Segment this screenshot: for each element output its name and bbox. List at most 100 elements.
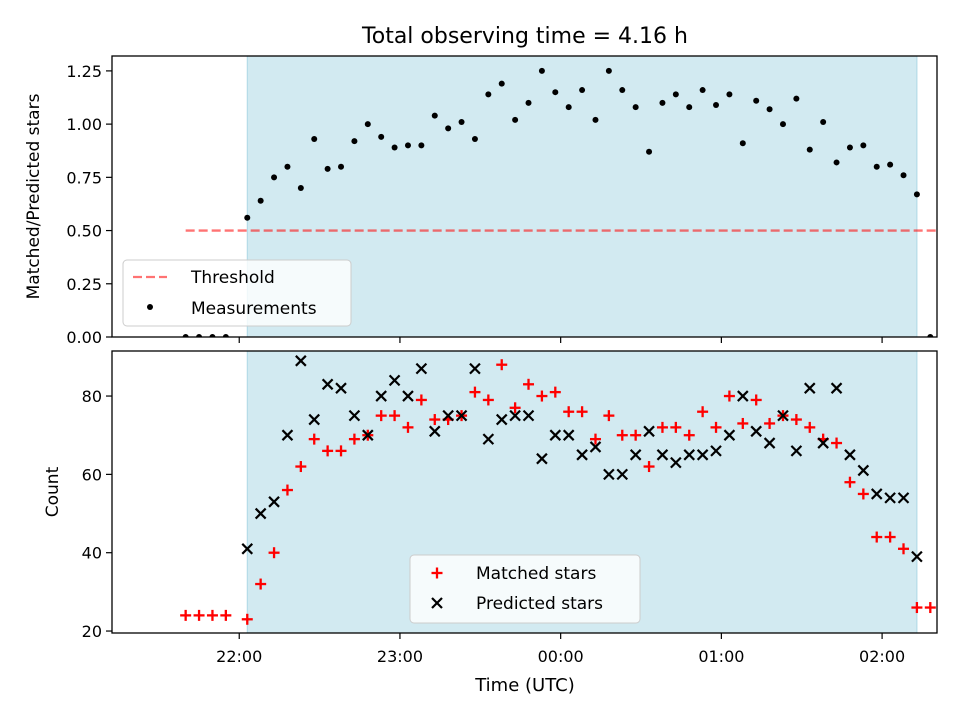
measurement-point: [592, 116, 599, 123]
measurement-point: [753, 97, 760, 104]
predicted-star-point-b: [710, 445, 722, 457]
measurement-point: [793, 95, 800, 102]
predicted-star-point: [817, 437, 829, 449]
x-tick-label: 22:00: [216, 647, 262, 666]
ratio-legend: Threshold Measurements: [122, 259, 352, 327]
matched-star-point: [616, 429, 628, 441]
measurement-point: [404, 142, 411, 149]
predicted-star-point: [589, 441, 602, 453]
predicted-star-point: [495, 413, 508, 426]
predicted-star-point-b: [295, 355, 307, 367]
legend-threshold-label: Threshold: [190, 268, 275, 288]
matched-star-point: [831, 437, 843, 449]
predicted-star-point: [750, 425, 762, 438]
matched-star-point: [710, 421, 722, 433]
predicted-star-point: [321, 378, 334, 391]
matched-star-point: [536, 390, 548, 402]
predicted-star-point-b: [870, 488, 883, 500]
matched-star-point: [193, 609, 205, 621]
predicted-star-point: [576, 449, 588, 461]
matched-star-point: [857, 488, 869, 500]
predicted-star-point-b: [241, 543, 254, 555]
predicted-star-point: [723, 429, 736, 441]
predicted-star-point-b: [415, 362, 428, 375]
measurement-point: [257, 197, 264, 204]
measurement-point: [364, 121, 371, 128]
predicted-star-point: [897, 492, 910, 504]
matched-star-point: [206, 609, 218, 621]
matched-star-point: [898, 543, 910, 555]
predicted-star-point-b: [589, 441, 602, 453]
measurement-point: [699, 87, 706, 94]
matched-star-point: [220, 609, 232, 621]
predicted-star-point: [549, 429, 562, 441]
measurement-point: [471, 136, 478, 143]
predicted-star-point: [857, 464, 870, 477]
predicted-star-point-b: [536, 452, 548, 465]
predicted-star-point: [790, 445, 803, 457]
predicted-star-point-b: [830, 382, 843, 394]
predicted-star-point-b: [562, 429, 575, 441]
count-panel: 20 40 60 80 22:00 23:00 00:00 01:00 02:00 Count Ma…: [43, 350, 938, 666]
ratio-data: [182, 67, 937, 337]
matched-star-point: [281, 484, 293, 496]
ratio-y-axis-label: Matched/Predicted stars: [24, 93, 44, 299]
measurement-point: [846, 144, 853, 151]
predicted-star-point: [335, 382, 347, 394]
predicted-star-point: [482, 433, 495, 445]
ratio-y-tick-label: 0.25: [66, 275, 102, 294]
measurement-point: [900, 172, 907, 179]
matched-star-point: [764, 417, 776, 429]
measurement-point: [927, 334, 934, 337]
predicted-star-point: [536, 452, 548, 465]
predicted-star-point: [348, 409, 361, 422]
measurement-point: [431, 112, 438, 119]
measurement-point: [244, 214, 251, 221]
predicted-star-point-b: [576, 449, 588, 461]
measurement-point: [806, 146, 813, 153]
predicted-star-point: [884, 492, 896, 504]
predicted-star-point: [777, 409, 789, 422]
measurement-point: [913, 191, 920, 198]
predicted-star-point: [442, 409, 454, 422]
legend-measurements-swatch: [147, 304, 153, 310]
predicted-star-point-b: [281, 429, 294, 441]
measurement-point: [378, 133, 385, 140]
matched-star-point: [482, 394, 494, 406]
measurement-point: [619, 87, 626, 94]
matched-star-point: [924, 602, 936, 614]
predicted-star-point-b: [844, 449, 856, 461]
predicted-star-point-b: [696, 449, 709, 461]
legend-matched-label: Matched stars: [476, 564, 596, 584]
matched-star-point: [268, 547, 280, 559]
predicted-star-point: [522, 409, 535, 422]
matched-star-point: [630, 429, 642, 441]
matched-star-point: [576, 406, 588, 418]
predicted-star-point-b: [616, 468, 629, 481]
predicted-star-point-b: [897, 492, 910, 504]
predicted-star-point: [696, 449, 709, 461]
count-y-tick-label: 80: [82, 387, 102, 406]
ratio-legend-box: [122, 259, 352, 327]
measurement-point: [713, 101, 720, 108]
predicted-star-point-b: [670, 456, 682, 469]
predicted-star-point-b: [817, 437, 829, 449]
measurement-point: [873, 163, 880, 170]
predicted-star-point-b: [308, 413, 321, 426]
ratio-y-tick-label: 0.50: [66, 222, 102, 241]
matched-star-point: [402, 421, 414, 433]
measurement-point: [552, 89, 559, 96]
ratio-y-tick-label: 1.00: [66, 115, 102, 134]
predicted-star-point: [254, 507, 267, 520]
predicted-star-point-b: [482, 433, 495, 445]
predicted-star-point-b: [495, 413, 508, 426]
predicted-star-point: [803, 382, 816, 394]
legend-measurements-label: Measurements: [191, 299, 317, 319]
count-data: [180, 355, 936, 625]
matched-star-point: [469, 386, 481, 398]
ratio-panel: 0.00 0.25 0.50 0.75 1.00 1.25 Matched/Predicte…: [24, 55, 938, 347]
measurement-point: [726, 91, 733, 98]
predicted-star-point: [844, 449, 856, 461]
predicted-star-point-b: [777, 409, 789, 422]
